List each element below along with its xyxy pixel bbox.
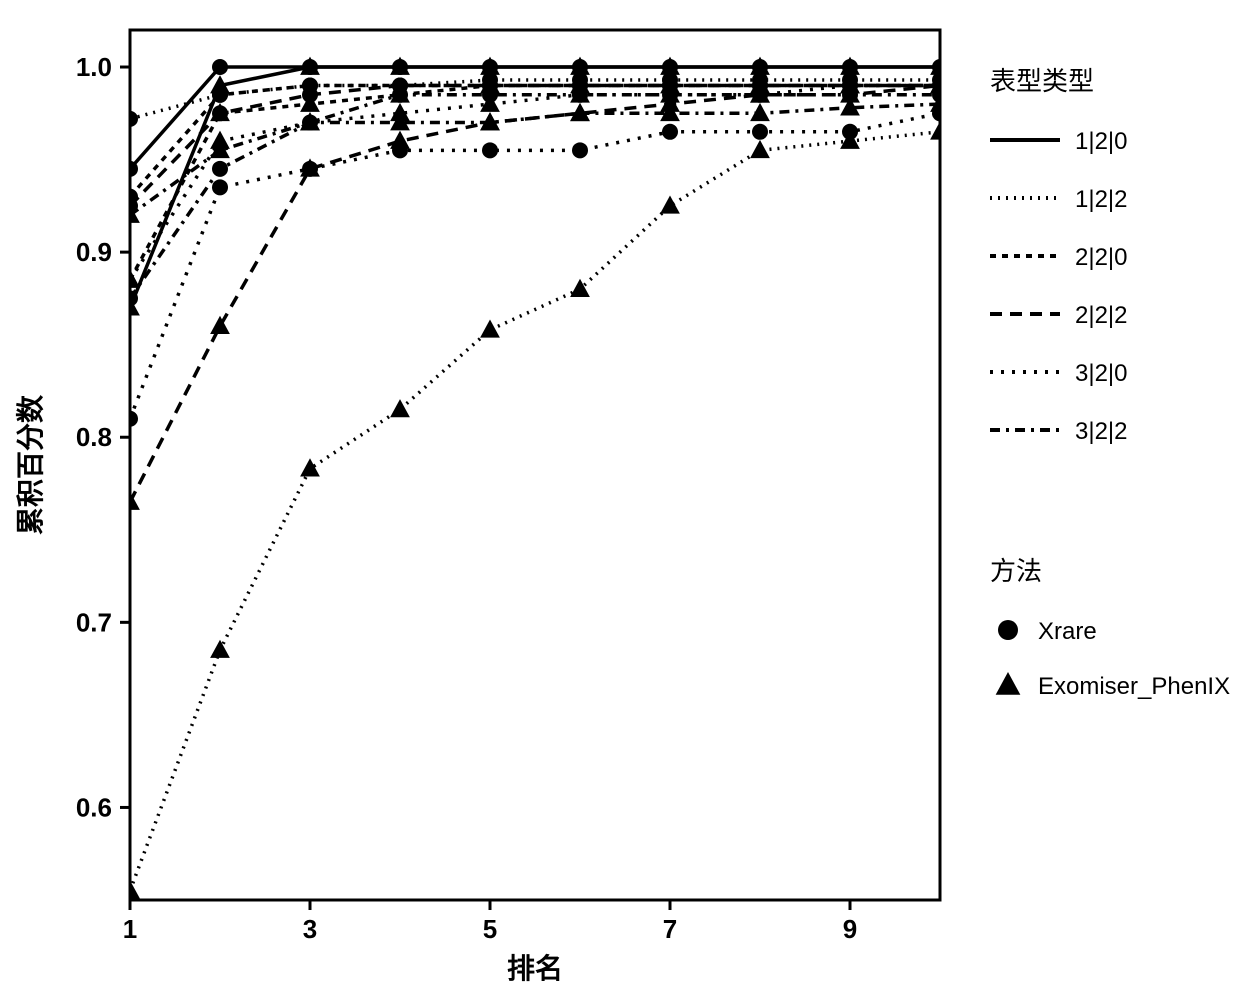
svg-text:排名: 排名 xyxy=(507,953,563,982)
svg-text:2|2|2: 2|2|2 xyxy=(1075,302,1128,329)
svg-text:3|2|0: 3|2|0 xyxy=(1075,360,1128,387)
svg-text:3: 3 xyxy=(303,914,317,944)
svg-text:2|2|0: 2|2|0 xyxy=(1075,244,1128,271)
svg-text:1|2|0: 1|2|0 xyxy=(1075,128,1128,155)
chart-container: 0.6 0.7 0.8 0.9 1.0 1 3 5 7 9 排名 累积百分数 表型类型 1|2|0 1|2|… xyxy=(0,0,1240,982)
svg-text:9: 9 xyxy=(843,914,857,944)
svg-text:表型类型: 表型类型 xyxy=(990,66,1094,96)
svg-text:1|2|2: 1|2|2 xyxy=(1075,186,1128,213)
svg-text:5: 5 xyxy=(483,914,497,944)
svg-text:0.9: 0.9 xyxy=(76,237,112,267)
svg-text:7: 7 xyxy=(663,914,677,944)
svg-text:Exomiser_PhenIX: Exomiser_PhenIX xyxy=(1038,673,1230,700)
svg-text:1: 1 xyxy=(123,914,137,944)
svg-text:3|2|2: 3|2|2 xyxy=(1075,418,1128,445)
svg-text:0.7: 0.7 xyxy=(76,607,112,637)
svg-text:累积百分数: 累积百分数 xyxy=(15,394,46,535)
svg-text:0.6: 0.6 xyxy=(76,792,112,822)
svg-text:1.0: 1.0 xyxy=(76,52,112,82)
svg-text:Xrare: Xrare xyxy=(1038,618,1097,645)
chart-svg: 0.6 0.7 0.8 0.9 1.0 1 3 5 7 9 排名 累积百分数 表型类型 1|2|0 1|2|… xyxy=(0,0,1240,982)
svg-text:0.8: 0.8 xyxy=(76,422,112,452)
svg-text:方法: 方法 xyxy=(990,556,1042,586)
